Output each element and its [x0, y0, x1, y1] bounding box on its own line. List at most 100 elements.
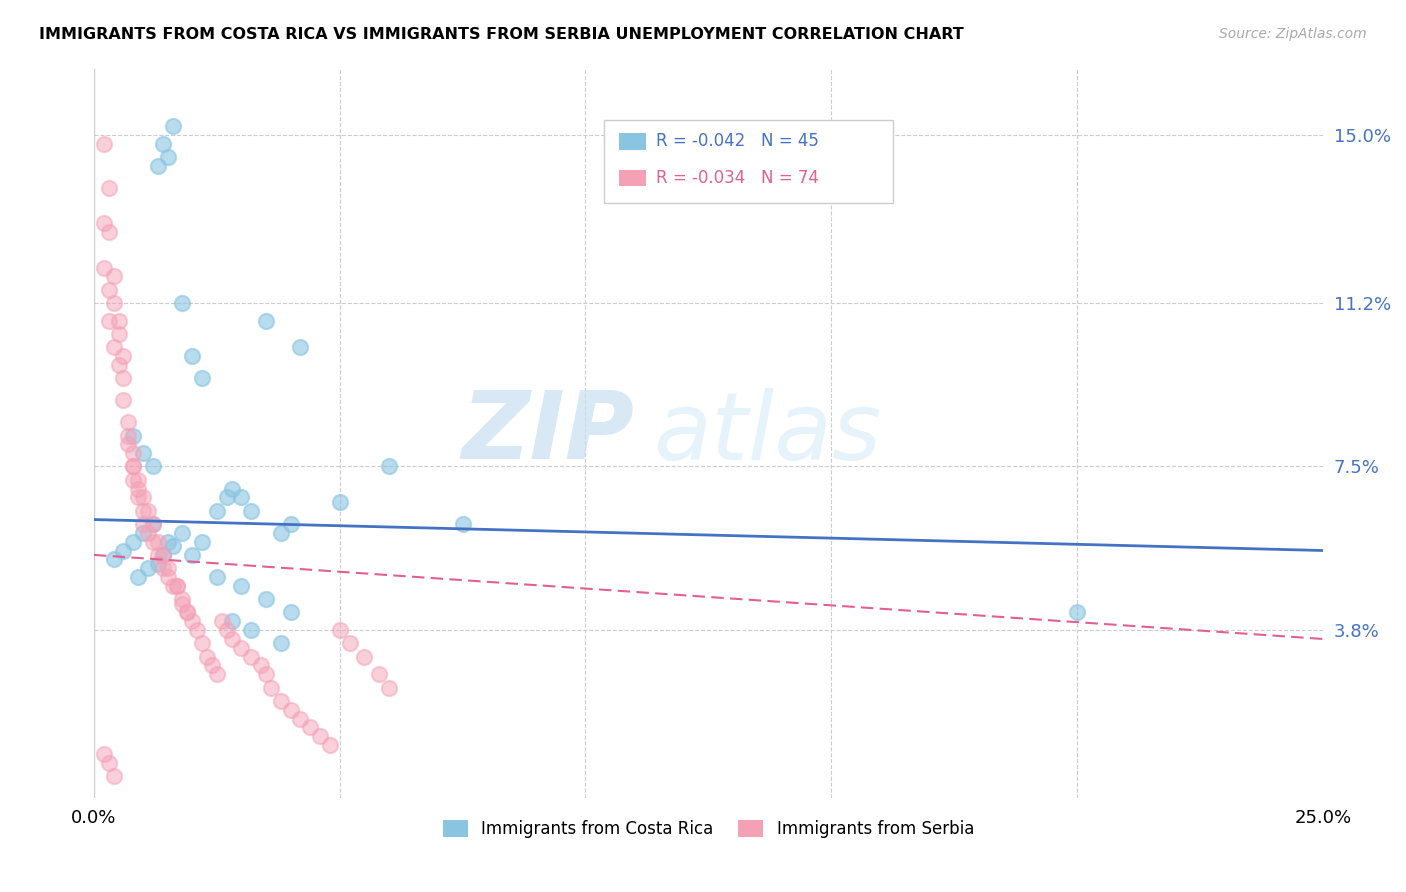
Point	[93, 747, 115, 761]
Point	[117, 437, 139, 451]
Point	[368, 667, 391, 681]
Point	[378, 681, 401, 695]
Point	[195, 649, 218, 664]
Point	[122, 428, 145, 442]
Point	[201, 658, 224, 673]
Point	[97, 756, 120, 770]
Point	[290, 340, 312, 354]
Point	[136, 561, 159, 575]
Point	[299, 720, 322, 734]
Point	[122, 446, 145, 460]
Point	[215, 491, 238, 505]
Point	[152, 548, 174, 562]
Point	[97, 181, 120, 195]
Point	[181, 548, 204, 562]
Point	[107, 358, 129, 372]
Point	[97, 313, 120, 327]
Point	[103, 552, 125, 566]
Point	[142, 516, 165, 531]
Point	[162, 539, 184, 553]
Point	[93, 136, 115, 151]
Point	[127, 491, 149, 505]
Point	[319, 738, 342, 752]
Point	[122, 473, 145, 487]
Point	[146, 548, 169, 562]
Point	[156, 150, 179, 164]
Point	[270, 525, 292, 540]
Point	[127, 570, 149, 584]
Point	[127, 473, 149, 487]
Point	[93, 216, 115, 230]
Point	[181, 614, 204, 628]
Point	[122, 459, 145, 474]
Text: IMMIGRANTS FROM COSTA RICA VS IMMIGRANTS FROM SERBIA UNEMPLOYMENT CORRELATION CH: IMMIGRANTS FROM COSTA RICA VS IMMIGRANTS…	[39, 27, 965, 42]
Point	[112, 349, 135, 363]
Point	[172, 525, 194, 540]
Point	[136, 504, 159, 518]
Point	[280, 606, 302, 620]
Point	[339, 636, 361, 650]
Text: ZIP: ZIP	[461, 387, 634, 479]
Point	[97, 225, 120, 239]
Point	[107, 313, 129, 327]
Point	[112, 393, 135, 408]
Point	[122, 459, 145, 474]
Point	[250, 658, 273, 673]
Point	[290, 712, 312, 726]
Bar	[619, 170, 645, 186]
Point	[156, 561, 179, 575]
Text: atlas: atlas	[652, 388, 882, 479]
Point	[280, 516, 302, 531]
Point	[240, 623, 263, 637]
Point	[181, 349, 204, 363]
Point	[270, 636, 292, 650]
Point	[309, 729, 332, 743]
Point	[260, 681, 283, 695]
Point	[117, 428, 139, 442]
Point	[353, 649, 375, 664]
Bar	[619, 134, 645, 150]
Point	[191, 636, 214, 650]
Point	[1066, 606, 1088, 620]
Point	[152, 136, 174, 151]
Point	[186, 623, 208, 637]
Point	[221, 632, 243, 646]
Point	[205, 667, 228, 681]
Point	[152, 548, 174, 562]
Point	[191, 534, 214, 549]
Text: Source: ZipAtlas.com: Source: ZipAtlas.com	[1219, 27, 1367, 41]
Point	[215, 623, 238, 637]
Point	[329, 623, 352, 637]
Point	[97, 283, 120, 297]
FancyBboxPatch shape	[605, 120, 893, 203]
Point	[142, 459, 165, 474]
Legend: Immigrants from Costa Rica, Immigrants from Serbia: Immigrants from Costa Rica, Immigrants f…	[436, 813, 980, 845]
Point	[117, 415, 139, 429]
Point	[270, 694, 292, 708]
Point	[205, 504, 228, 518]
Point	[112, 371, 135, 385]
Point	[172, 296, 194, 310]
Point	[231, 640, 253, 655]
Point	[172, 597, 194, 611]
Point	[166, 579, 188, 593]
Point	[176, 606, 198, 620]
Point	[280, 703, 302, 717]
Point	[211, 614, 233, 628]
Point	[146, 557, 169, 571]
Point	[162, 119, 184, 133]
Point	[240, 504, 263, 518]
Point	[231, 579, 253, 593]
Point	[221, 614, 243, 628]
Point	[156, 534, 179, 549]
Point	[93, 260, 115, 275]
Point	[142, 516, 165, 531]
Point	[122, 534, 145, 549]
Point	[451, 516, 474, 531]
Text: R = -0.042   N = 45: R = -0.042 N = 45	[655, 133, 818, 151]
Point	[132, 491, 155, 505]
Point	[142, 534, 165, 549]
Point	[378, 459, 401, 474]
Point	[146, 159, 169, 173]
Point	[156, 570, 179, 584]
